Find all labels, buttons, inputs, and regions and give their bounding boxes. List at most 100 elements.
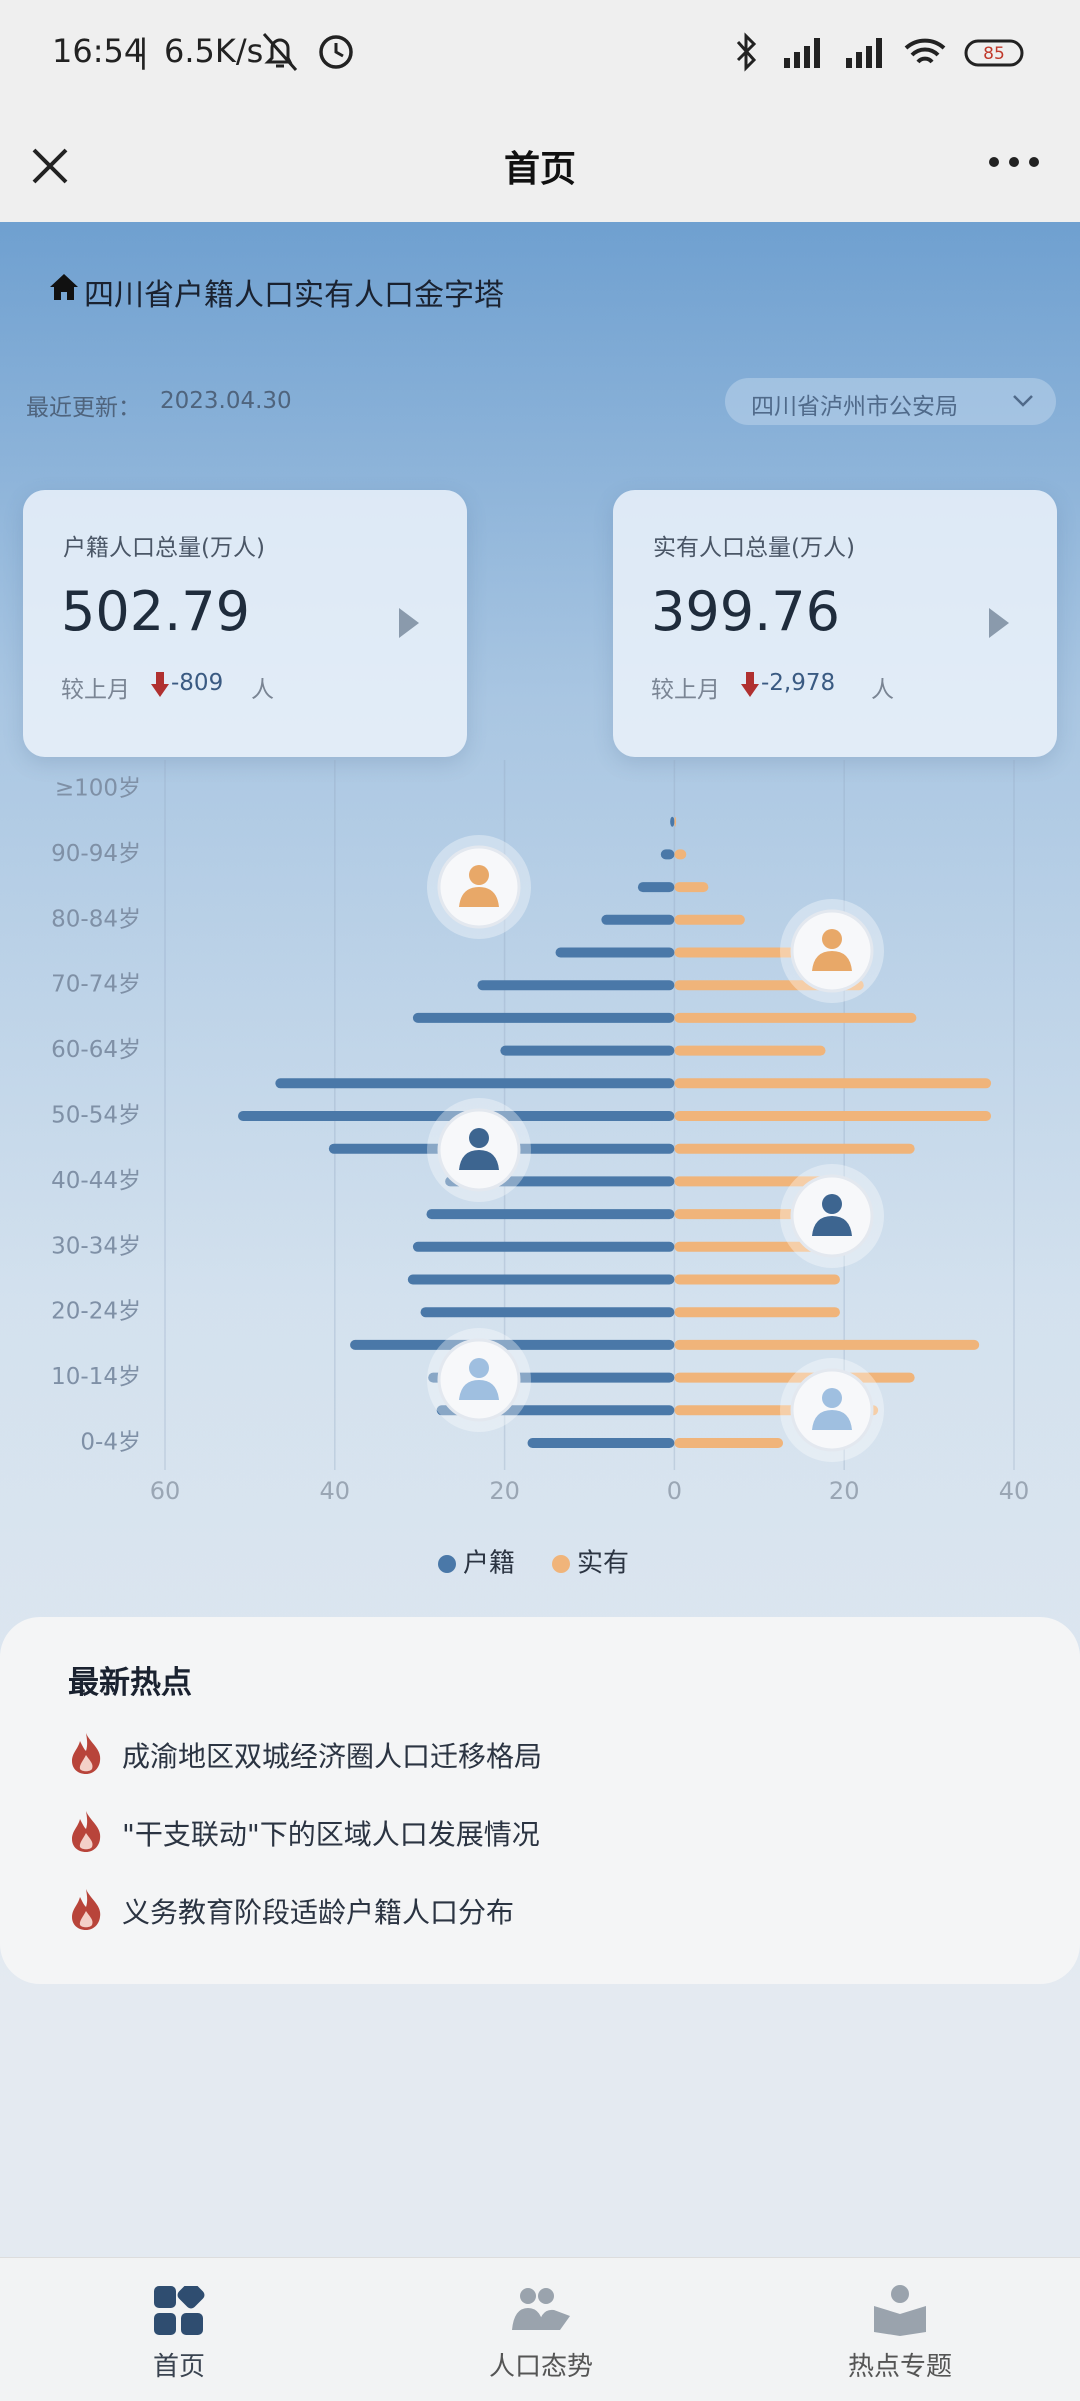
x-tick-label: 40 — [320, 1477, 351, 1505]
updated-date: 2023.04.30 — [160, 388, 292, 414]
flame-icon — [72, 1811, 101, 1852]
x-tick-label: 60 — [150, 1477, 181, 1505]
bar — [350, 1339, 675, 1350]
avatar-badge — [780, 1358, 884, 1462]
bar — [674, 1307, 840, 1318]
bar — [674, 1012, 917, 1023]
card-value: 502.79 — [61, 580, 250, 643]
hot-item[interactable]: "干支联动"下的区域人口发展情况 — [122, 1818, 540, 1851]
card[interactable]: 实有人口总量(万人) 399.76 较上月 -2,978 人 — [613, 490, 1057, 757]
badge-body — [459, 1150, 499, 1170]
bar — [674, 1241, 839, 1252]
bar — [412, 1012, 675, 1023]
down-arrow — [741, 672, 759, 697]
badge-head — [822, 1388, 842, 1408]
badge-body — [812, 1410, 852, 1430]
bar — [275, 1078, 675, 1089]
home-icon — [50, 274, 78, 300]
bar — [426, 1209, 675, 1220]
badge-head — [469, 865, 489, 885]
page-title: 四川省户籍人口实有人口金字塔 — [84, 278, 504, 313]
bar — [674, 1274, 840, 1285]
bar — [674, 914, 745, 925]
y-tick-label: ≥100岁 — [55, 776, 141, 802]
nav-icon[interactable] — [510, 2286, 572, 2336]
bar — [637, 882, 675, 893]
header-title: 首页 — [503, 149, 576, 190]
bar — [555, 947, 675, 958]
card-unit: 人 — [871, 677, 894, 703]
pyramid-chart: 60 40 20 0 20 40 0-4岁 10-14岁 20-24岁 30-34岁 40-44岁 5… — [51, 760, 1030, 1579]
bar — [674, 947, 811, 958]
avatar-badge — [427, 1098, 531, 1202]
nav-label[interactable]: 首页 — [152, 2352, 205, 2382]
avatar-badge — [427, 1328, 531, 1432]
flame-icon — [72, 1733, 101, 1774]
arrow — [399, 608, 419, 638]
x-tick-label: 40 — [999, 1477, 1030, 1505]
legend-label: 实有 — [577, 1549, 629, 1579]
bar — [674, 1078, 992, 1089]
bar — [674, 1209, 826, 1220]
y-tick-label: 40-44岁 — [51, 1168, 141, 1194]
top-bar — [0, 0, 1080, 222]
updated-label: 最近更新： — [26, 395, 141, 421]
badge-body — [812, 951, 852, 971]
close-button[interactable] — [30, 146, 70, 186]
y-tick-label: 80-84岁 — [51, 906, 141, 932]
bar — [674, 1111, 992, 1121]
badge-head — [469, 1358, 489, 1378]
avatar-badge — [780, 899, 884, 1003]
bar — [674, 1143, 915, 1154]
legend-swatch — [438, 1555, 456, 1573]
nav-label[interactable]: 人口态势 — [488, 2352, 593, 2382]
bar — [674, 1176, 845, 1187]
bar — [674, 1339, 980, 1350]
bar — [412, 1241, 675, 1252]
y-tick-label: 0-4岁 — [80, 1430, 141, 1456]
down-arrow — [151, 672, 169, 697]
y-tick-label: 90-94岁 — [51, 841, 141, 867]
y-tick-label: 20-24岁 — [51, 1299, 141, 1325]
card[interactable]: 户籍人口总量(万人) 502.79 较上月 -809 人 — [23, 490, 467, 757]
hot-panel: 最新热点 — [0, 1617, 1080, 1984]
x-tick-label: 20 — [489, 1477, 520, 1505]
bar — [601, 914, 675, 925]
divider: | — [138, 32, 149, 70]
card-label: 实有人口总量(万人) — [653, 535, 855, 561]
arrow — [989, 608, 1009, 638]
badge-head — [822, 929, 842, 949]
nav-icon[interactable] — [154, 2286, 206, 2336]
org-name: 四川省泸州市公安局 — [751, 394, 958, 420]
bar — [407, 1274, 675, 1285]
bar — [500, 1045, 675, 1056]
badge-body — [459, 1380, 499, 1400]
nav-label[interactable]: 热点专题 — [847, 2352, 952, 2382]
y-tick-label: 50-54岁 — [51, 1103, 141, 1129]
more-button[interactable] — [986, 152, 1042, 172]
x-tick-label: 20 — [829, 1477, 860, 1505]
org-selector[interactable]: 四川省泸州市公安局 — [725, 378, 1056, 425]
bar — [477, 980, 675, 991]
bar — [674, 816, 677, 827]
bar — [527, 1438, 675, 1448]
bar — [674, 849, 687, 860]
battery: 85 — [983, 44, 1005, 64]
legend-swatch — [552, 1555, 570, 1573]
nav-icon[interactable] — [872, 2284, 928, 2336]
y-tick-label: 60-64岁 — [51, 1037, 141, 1063]
time: 16:54 — [52, 32, 145, 70]
x-tick-label: 0 — [667, 1477, 682, 1505]
badge-head — [469, 1128, 489, 1148]
bar — [674, 1438, 784, 1448]
bar — [674, 1045, 826, 1056]
card-unit: 人 — [251, 677, 274, 703]
hot-item[interactable]: 义务教育阶段适龄户籍人口分布 — [122, 1896, 515, 1929]
bar — [670, 816, 675, 827]
hot-item[interactable]: 成渝地区双城经济圈人口迁移格局 — [122, 1740, 543, 1773]
chevron — [1013, 395, 1033, 407]
card-label: 户籍人口总量(万人) — [63, 535, 265, 561]
badge-body — [459, 887, 499, 907]
status-icons — [262, 33, 353, 71]
